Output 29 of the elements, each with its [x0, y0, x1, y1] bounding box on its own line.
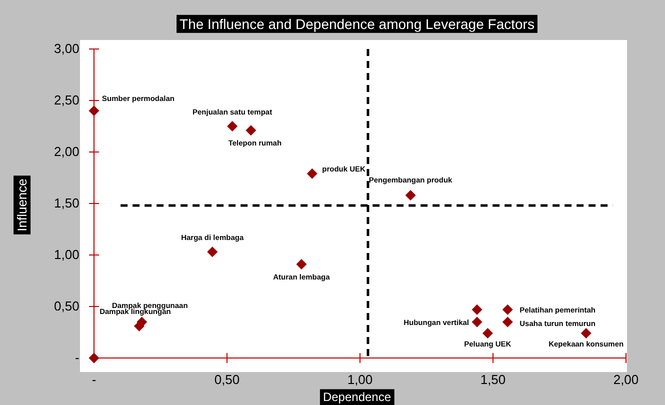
x-tick-label: - [92, 372, 96, 388]
y-tick-label: 1,00 [54, 247, 80, 262]
point [580, 328, 592, 339]
point [472, 316, 482, 328]
y-tick-label: 2,50 [54, 92, 80, 108]
point [88, 352, 100, 364]
y-tick-label: - [74, 350, 80, 366]
x-tick-label: 1,00 [347, 372, 373, 388]
chart-title: The Influence and Dependence among Leverage Factors [180, 16, 534, 32]
y-tick-label: 0,50 [54, 298, 80, 314]
x-tick-label: 0,50 [214, 372, 240, 388]
point [482, 328, 493, 339]
y-tick-label: 1,50 [54, 196, 80, 211]
point [296, 259, 307, 270]
point [88, 106, 100, 116]
point [405, 190, 416, 201]
y-axis-title: Influence [14, 178, 30, 232]
point [502, 304, 513, 315]
y-tick-label: 2,00 [54, 144, 80, 160]
point [472, 304, 482, 315]
y-tick-label: 3,00 [54, 41, 80, 56]
point [207, 246, 218, 258]
x-tick-label: 2,00 [613, 372, 639, 388]
x-axis-title: Dependence [322, 390, 392, 404]
point [502, 316, 513, 328]
point [246, 125, 256, 136]
point [306, 168, 318, 179]
point [227, 121, 238, 132]
x-tick-label: 1,50 [480, 372, 506, 388]
